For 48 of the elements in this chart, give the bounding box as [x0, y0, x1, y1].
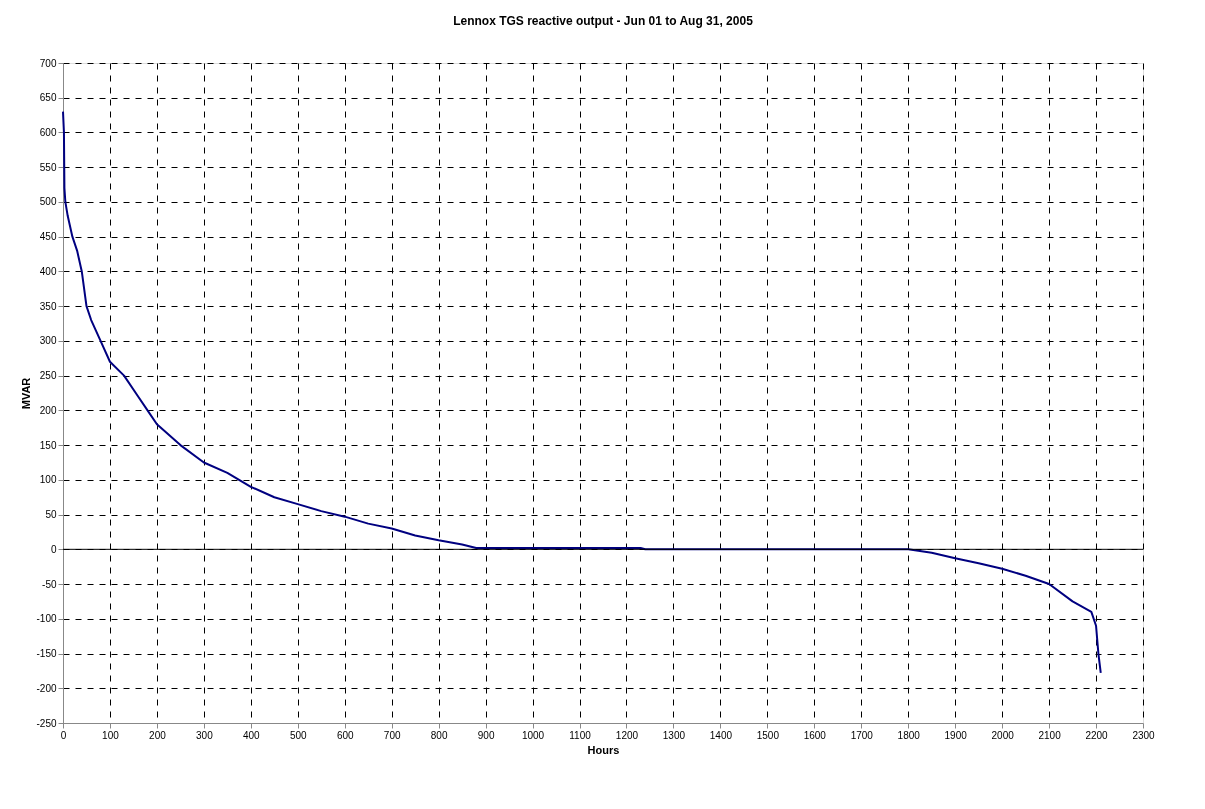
y-tick-label: 0: [50, 543, 57, 555]
x-tick-label: 900: [477, 729, 495, 741]
x-tick-label: 1500: [756, 729, 780, 741]
chart-title: Lennox TGS reactive output - Jun 01 to Aug 31, 2005: [453, 14, 754, 28]
y-tick-label: 500: [39, 196, 57, 208]
y-tick-label: 650: [39, 92, 57, 104]
x-tick-label: 1000: [521, 729, 545, 741]
x-tick-label: 500: [289, 729, 308, 741]
x-tick-label: 300: [196, 729, 214, 741]
y-tick-label: 300: [39, 335, 57, 347]
x-tick-label: 1600: [803, 729, 827, 741]
x-tick-label: 2200: [1085, 729, 1109, 741]
x-tick-label: 200: [149, 729, 167, 741]
y-axis-title: MVAR: [20, 377, 33, 410]
x-tick-label: 0: [60, 729, 67, 741]
x-tick-label: 1200: [615, 729, 639, 741]
x-tick-label: 600: [336, 729, 355, 741]
y-tick-label: 350: [39, 300, 57, 312]
y-tick-label: -200: [36, 682, 57, 694]
y-tick-label: -100: [36, 613, 57, 625]
x-tick-label: 1700: [850, 729, 874, 741]
y-tick-label: -150: [36, 648, 57, 660]
y-tick-label: -250: [36, 717, 57, 729]
x-tick-label: 800: [430, 729, 448, 741]
x-tick-label: 1100: [569, 729, 592, 741]
x-tick-label: 2100: [1038, 729, 1062, 741]
y-tick-label: 200: [39, 404, 57, 416]
x-tick-label: 2000: [991, 729, 1015, 741]
x-axis-title: Hours: [587, 743, 620, 756]
y-tick-label: 700: [39, 57, 57, 69]
y-tick-label: 600: [39, 126, 57, 138]
y-tick-label: 450: [39, 231, 57, 243]
line-series: [62, 110, 1102, 674]
x-tick-label: 1300: [662, 729, 686, 741]
x-tick-label: 1400: [709, 729, 733, 741]
x-tick-label: 700: [383, 729, 401, 741]
y-tick-label: 50: [45, 509, 57, 521]
x-tick-label: 1900: [944, 729, 968, 741]
y-tick-label: 250: [39, 370, 57, 382]
x-tick-label: 2300: [1132, 729, 1156, 741]
x-tick-label: 100: [102, 729, 120, 741]
x-tick-label: 1800: [897, 729, 921, 741]
x-tick-label: 400: [242, 729, 261, 741]
y-tick-label: 100: [39, 474, 57, 486]
y-tick-label: 400: [39, 265, 57, 277]
y-tick-label: -50: [42, 578, 57, 590]
y-tick-label: 150: [39, 439, 57, 451]
y-tick-label: 550: [39, 161, 57, 173]
